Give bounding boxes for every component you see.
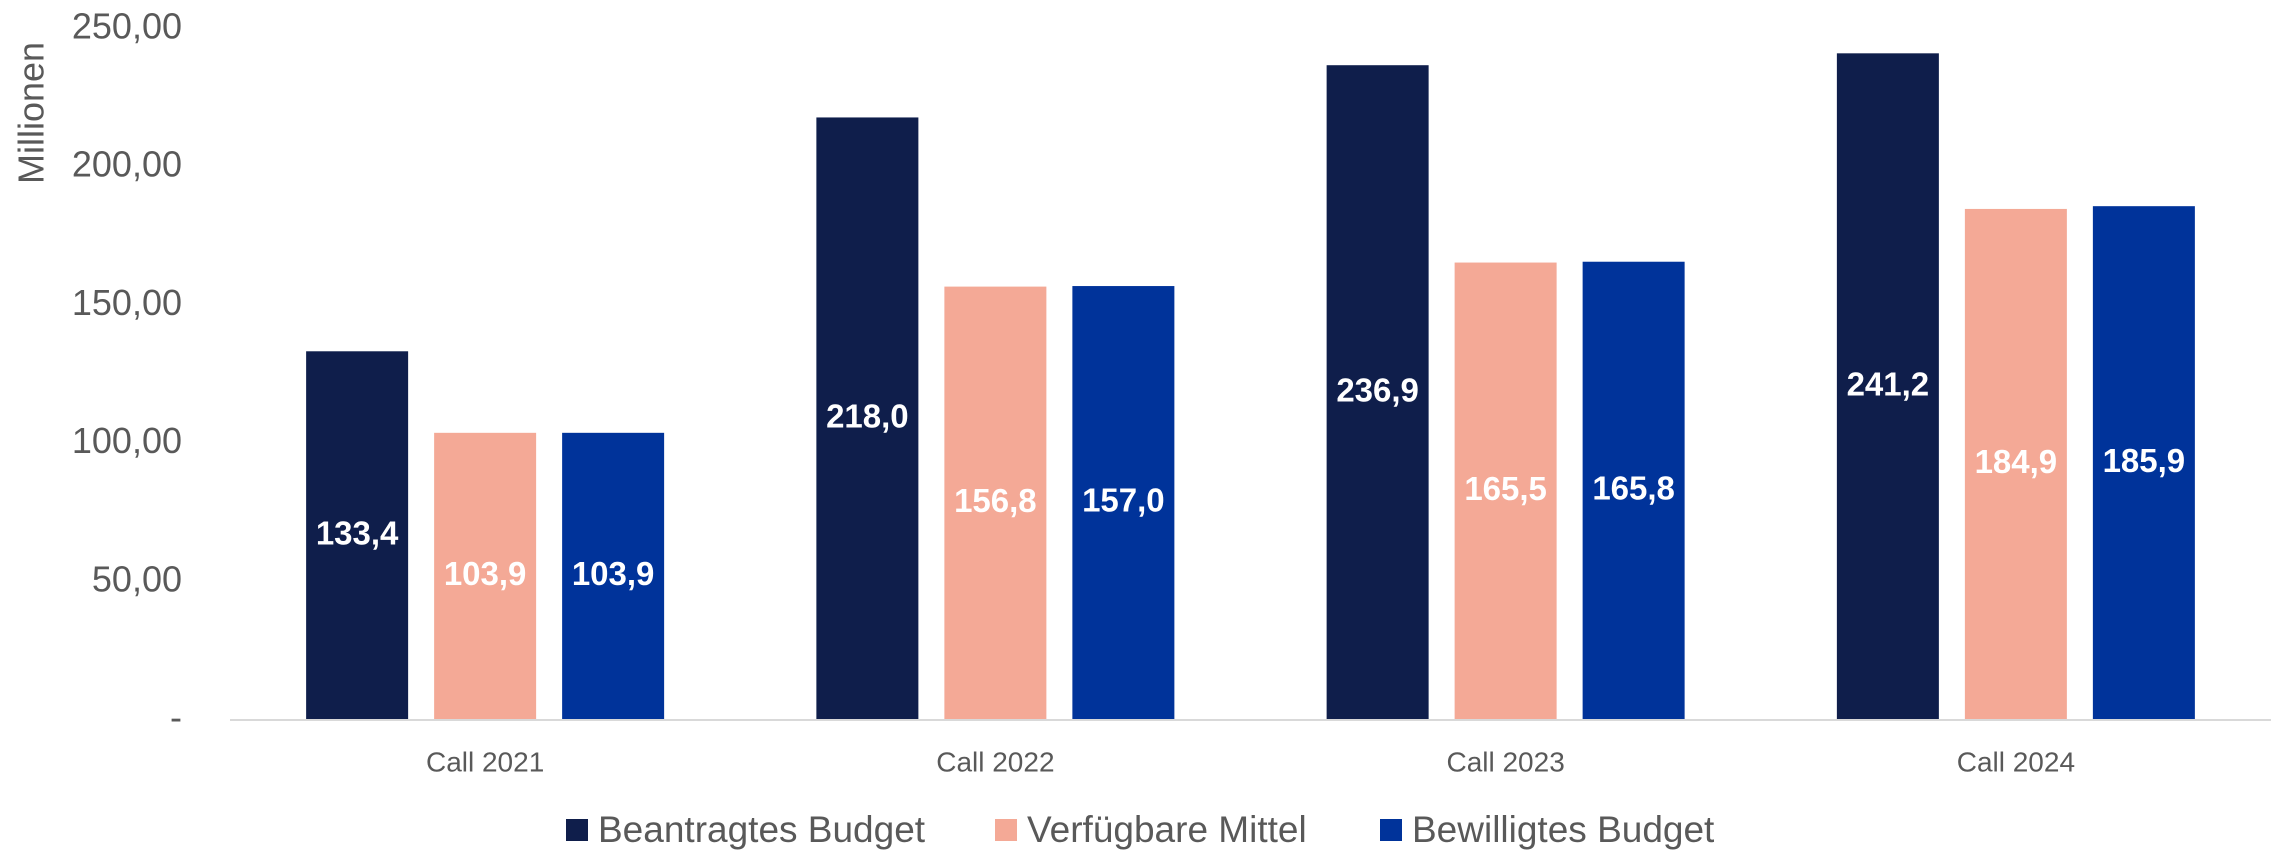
bar <box>816 117 919 720</box>
x-tick-label: Call 2024 <box>1957 746 2075 777</box>
legend-swatch <box>1380 819 1402 841</box>
legend-label: Bewilligtes Budget <box>1412 809 1715 850</box>
bar <box>306 351 409 720</box>
value-label: 133,4 <box>316 514 399 551</box>
bar <box>1072 286 1175 720</box>
y-tick-label: 50,00 <box>92 558 182 599</box>
value-label: 241,2 <box>1847 365 1930 402</box>
x-tick-label: Call 2022 <box>936 746 1054 777</box>
value-label: 157,0 <box>1082 482 1165 519</box>
value-label: 218,0 <box>826 397 909 434</box>
value-label: 103,9 <box>444 555 527 592</box>
y-tick-label: - <box>170 697 182 738</box>
value-label: 165,5 <box>1464 470 1547 507</box>
y-tick-label: 150,00 <box>72 282 182 323</box>
value-label: 103,9 <box>572 555 655 592</box>
bar <box>1582 261 1685 720</box>
y-tick-label: 200,00 <box>72 144 182 185</box>
bar <box>1836 53 1939 721</box>
bar <box>1326 65 1429 721</box>
bar <box>1964 208 2067 720</box>
value-label: 184,9 <box>1975 443 2058 480</box>
legend-swatch <box>995 819 1017 841</box>
value-label: 156,8 <box>954 482 1037 519</box>
legend-label: Verfügbare Mittel <box>1027 809 1307 850</box>
y-axis-label: Millionen <box>11 42 52 184</box>
legend-label: Beantragtes Budget <box>598 809 926 850</box>
value-label: 185,9 <box>2103 442 2186 479</box>
legend-swatch <box>566 819 588 841</box>
bar <box>944 286 1047 720</box>
x-tick-label: Call 2021 <box>426 746 544 777</box>
x-tick-label: Call 2023 <box>1446 746 1564 777</box>
y-tick-label: 250,00 <box>72 6 182 47</box>
value-label: 236,9 <box>1336 371 1419 408</box>
bar <box>1454 262 1557 720</box>
y-tick-label: 100,00 <box>72 420 182 461</box>
bar <box>562 432 665 720</box>
bar <box>2092 206 2195 721</box>
bar <box>434 432 537 720</box>
value-label: 165,8 <box>1592 470 1675 507</box>
